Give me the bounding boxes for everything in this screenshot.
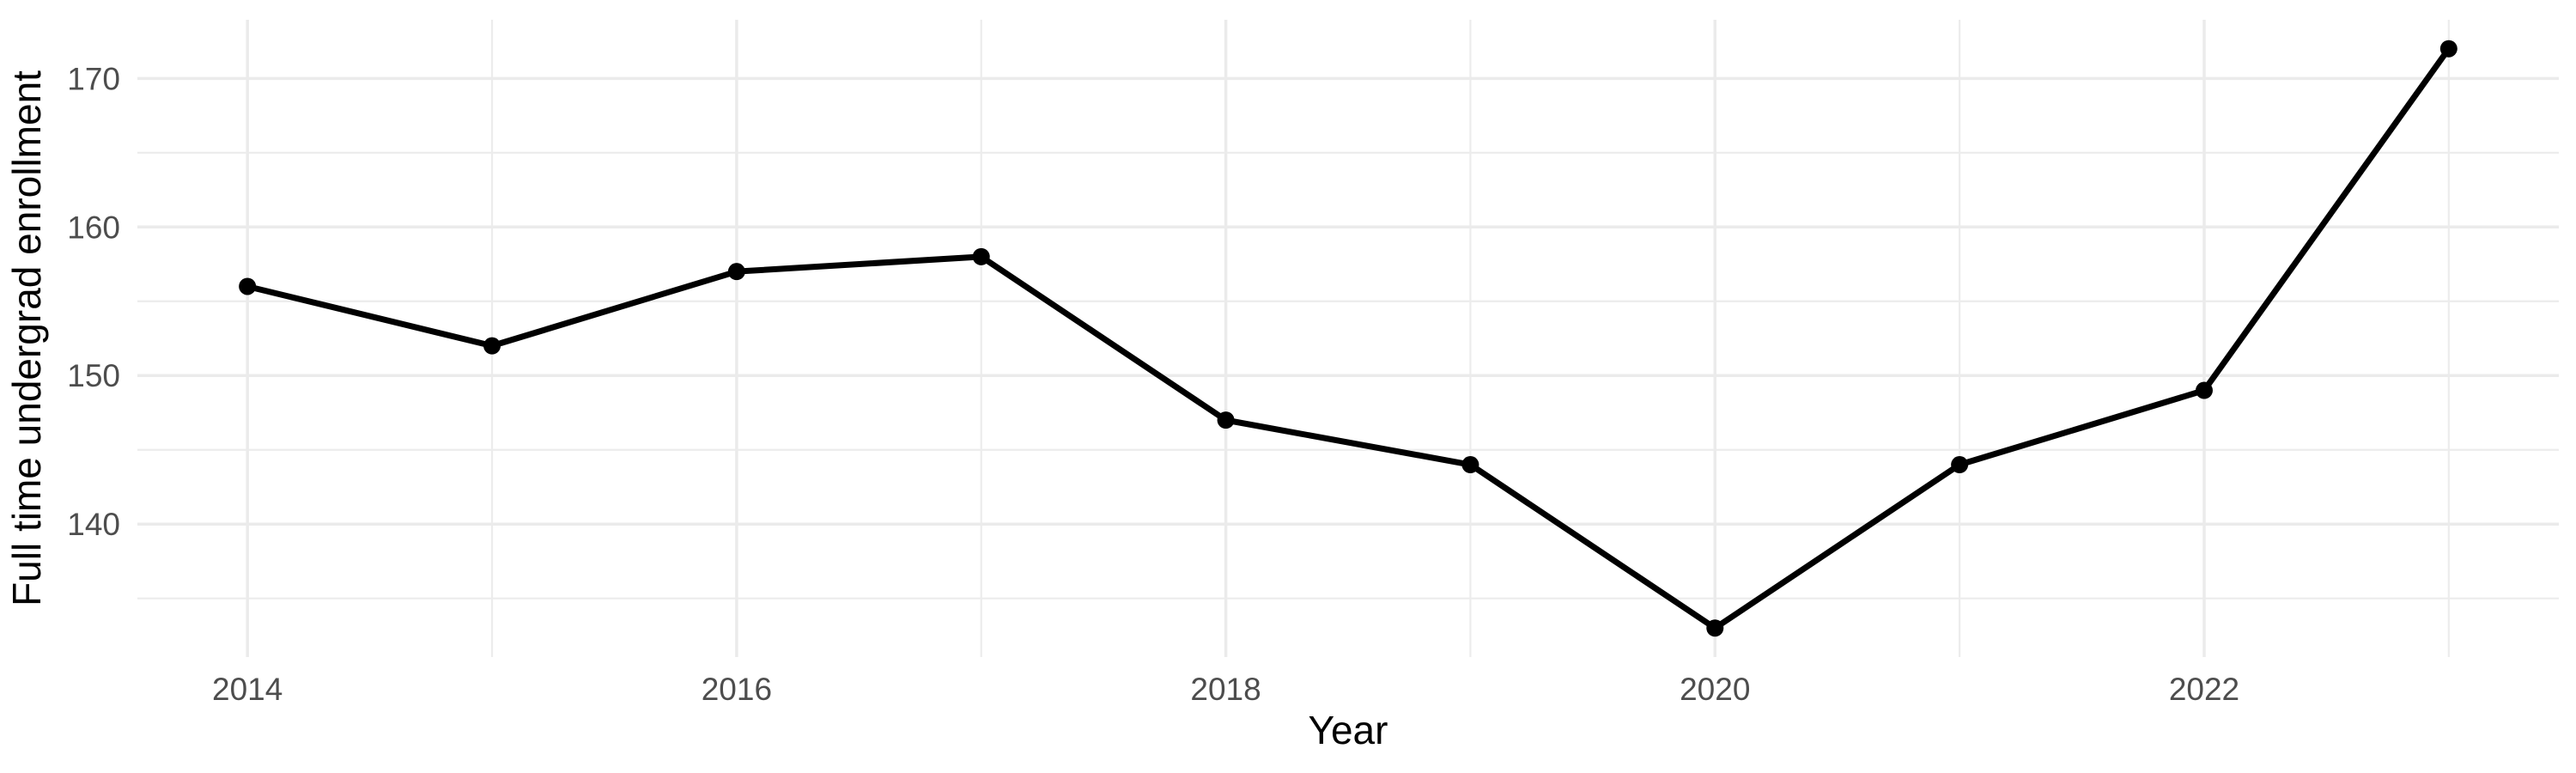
y-tick-label: 140 [67,507,120,542]
data-point-2017 [972,247,990,265]
grid-minor-layer [137,20,2559,657]
x-tick-label: 2014 [212,672,283,707]
tick-label-layer: 2014 2016 2018 2020 2022 140 150 160 170 [67,61,2239,707]
data-point-2019 [1461,456,1479,474]
x-tick-label: 2016 [702,672,772,707]
x-tick-label: 2018 [1190,672,1261,707]
x-tick-label: 2022 [2169,672,2239,707]
data-point-2022 [2195,381,2213,399]
x-axis-title: Year [1309,708,1388,752]
data-point-2023 [2439,40,2458,58]
x-tick-label: 2020 [1680,672,1750,707]
data-point-2015 [483,337,501,355]
y-tick-label: 150 [67,358,120,393]
data-point-2021 [1951,456,1969,474]
y-tick-label: 170 [67,61,120,96]
series-layer [239,40,2458,637]
data-point-2016 [727,263,745,281]
data-point-2018 [1217,411,1235,429]
grid-major-layer [137,20,2559,657]
y-axis-title: Full time undergrad enrollment [4,70,49,606]
enrollment-series-line [246,46,2451,631]
data-point-2020 [1706,619,1724,637]
data-point-2014 [239,277,257,295]
y-tick-label: 160 [67,210,120,245]
